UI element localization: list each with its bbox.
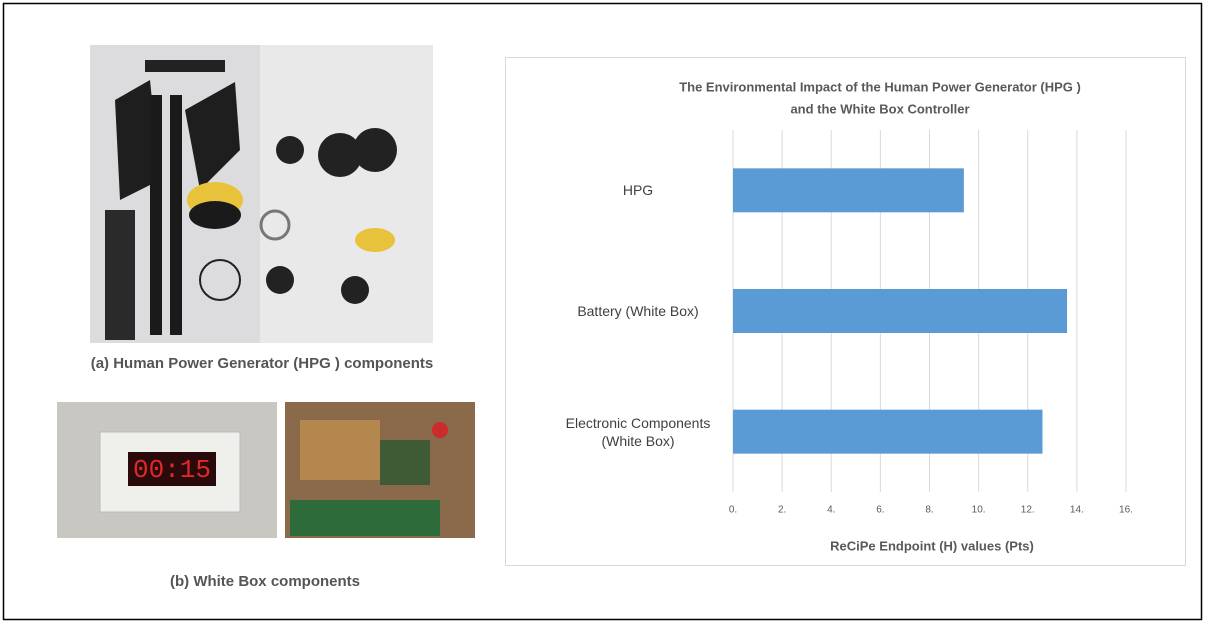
x-tick-label: 10. [972, 505, 986, 516]
saddle [189, 201, 241, 229]
bar [733, 289, 1068, 333]
category-label: HPG [622, 182, 654, 199]
part [115, 80, 160, 200]
part [105, 210, 135, 340]
x-tick-label: 6. [876, 505, 884, 516]
clock-text: 00:15 [133, 455, 211, 485]
bar [733, 168, 964, 213]
x-tick-label: 12. [1021, 505, 1035, 516]
chart-title: and the White Box Controller [790, 101, 969, 116]
category-label: Electronic Components (White Box) [565, 414, 711, 449]
x-tick-label: 16. [1119, 505, 1133, 516]
part [276, 136, 304, 164]
part [145, 60, 225, 72]
x-tick-label: 2. [778, 505, 786, 516]
x-tick-label: 14. [1070, 505, 1084, 516]
board [380, 440, 430, 485]
caption: (b) White Box components [170, 573, 360, 590]
category-label: Battery (White Box) [577, 303, 699, 319]
part [185, 82, 240, 190]
chart-title: The Environmental Impact of the Human Po… [679, 79, 1081, 94]
x-axis-title: ReCiPe Endpoint (H) values (Pts) [830, 538, 1034, 553]
part [341, 276, 369, 304]
board [290, 500, 440, 536]
x-tick-label: 8. [925, 505, 933, 516]
part [170, 95, 182, 335]
caption: (a) Human Power Generator (HPG ) compone… [91, 355, 434, 372]
bar [733, 409, 1043, 454]
x-tick-label: 4. [827, 505, 835, 516]
part [266, 266, 294, 294]
x-tick-label: 0. [729, 505, 737, 516]
part [355, 228, 395, 252]
part [150, 95, 162, 335]
part [318, 133, 362, 177]
cable [199, 259, 241, 301]
button [432, 422, 448, 438]
board [300, 420, 380, 480]
display [128, 452, 216, 486]
part [353, 128, 397, 172]
cable [259, 209, 291, 241]
